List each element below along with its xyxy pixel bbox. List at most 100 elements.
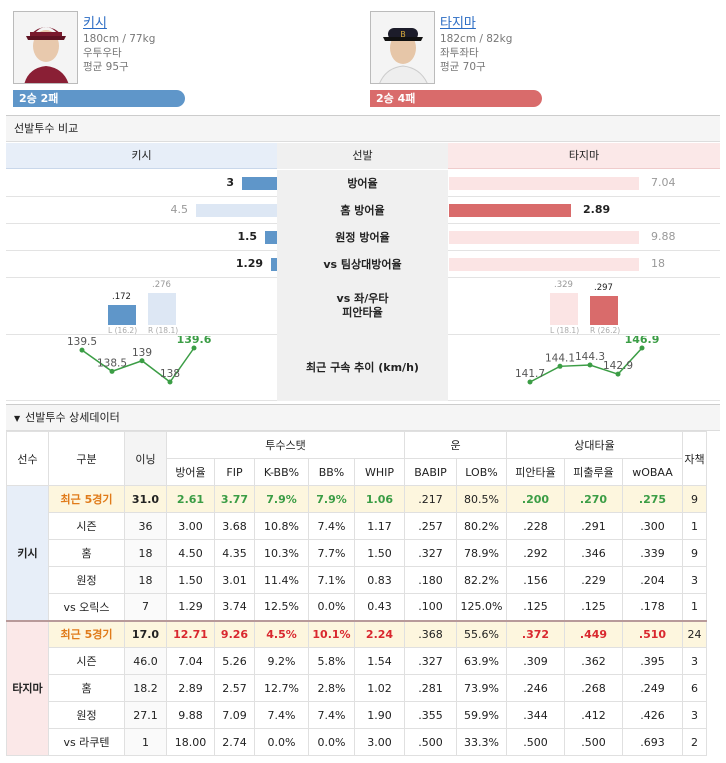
compare-value-left: 1.29 [235, 257, 263, 270]
col-split: 구분 [48, 431, 125, 486]
player-name-right[interactable]: 타지마 [440, 16, 476, 31]
stat-cell: 59.9% [456, 701, 507, 729]
stat-cell: .246 [506, 674, 565, 702]
compare-bar-right [449, 204, 571, 217]
velocity-value: 139.5 [67, 336, 97, 348]
stat-cell: .291 [564, 512, 623, 540]
compare-bar-right [449, 258, 639, 271]
stat-cell: 78.9% [456, 539, 507, 567]
col-lob: LOB% [456, 458, 507, 486]
stat-cell: .257 [404, 512, 457, 540]
velocity-value: 144.3 [575, 351, 605, 363]
stat-cell: 55.6% [456, 619, 507, 648]
velocity-value: 139 [132, 347, 152, 359]
stat-cell: 1.29 [166, 593, 215, 621]
stat-cell: 1.54 [354, 647, 405, 675]
stat-cell: .281 [404, 674, 457, 702]
compare-row-label: 홈 방어율 [277, 197, 448, 224]
col-avg: 피안타율 [506, 458, 565, 486]
stat-cell: 63.9% [456, 647, 507, 675]
stat-cell: 9.2% [254, 647, 309, 675]
stat-cell: 2.24 [354, 619, 405, 648]
velocity-value: 141.7 [515, 368, 545, 380]
col-fip: FIP [214, 458, 255, 486]
record-bar-left: 2승 2패 [13, 90, 185, 107]
table-row: 홈 18 4.50 4.35 10.3% 7.7% 1.50.327 78.9% .292.34… [7, 539, 707, 567]
velocity-value: 139.6 [177, 336, 212, 346]
stat-cell: 7.09 [214, 701, 255, 729]
compare-value-left: 3 [226, 176, 234, 189]
stat-cell: .178 [622, 593, 683, 621]
table-row: 원정 18 1.50 3.01 11.4% 7.1% 0.83.180 82.2% .156.2… [7, 566, 707, 594]
split-sub-right-R: R (26.2) [590, 326, 621, 335]
split-bar-right-L [550, 293, 578, 325]
compare-value-right: 9.88 [651, 230, 676, 243]
stat-cell: 2.74 [214, 728, 255, 756]
stat-cell: 2.61 [166, 485, 215, 513]
compare-value-left: 1.5 [237, 230, 258, 243]
stat-cell: .275 [622, 485, 683, 513]
stat-cell: .228 [506, 512, 565, 540]
stat-cell: 3.68 [214, 512, 255, 540]
stat-cell: .180 [404, 566, 457, 594]
player-photo-left[interactable] [13, 11, 78, 84]
stat-cell: .309 [506, 647, 565, 675]
stat-cell: 10.1% [308, 619, 355, 648]
compare-bar-right [449, 177, 639, 190]
stat-cell: 7.4% [254, 701, 309, 729]
col-woba: wOBAA [622, 458, 683, 486]
group-luck: 운 [404, 431, 507, 459]
velocity-value: 138 [160, 368, 180, 380]
compare-value-right: 2.89 [583, 203, 611, 216]
stat-cell: 17.0 [124, 619, 167, 648]
stat-cell: 31.0 [124, 485, 167, 513]
stat-cell: 7.9% [254, 485, 309, 513]
stat-cell: .125 [564, 593, 623, 621]
compare-bar-right [449, 231, 639, 244]
split-cell: 시즌 [48, 512, 125, 540]
stat-cell: .300 [622, 512, 683, 540]
split-value-right-L: .329 [554, 280, 573, 290]
stat-cell: 73.9% [456, 674, 507, 702]
stat-cell: 3.01 [214, 566, 255, 594]
col-bb: BB% [308, 458, 355, 486]
group-pitch: 투수스탯 [166, 431, 405, 459]
split-cell: 홈 [48, 674, 125, 702]
stat-cell: 33.3% [456, 728, 507, 756]
collapse-triangle-icon[interactable]: ▼ [14, 414, 21, 423]
detail-section-header[interactable]: ▼ 선발투수 상세데이터 [6, 404, 720, 431]
stat-cell: 5.26 [214, 647, 255, 675]
svg-text:B: B [400, 30, 406, 39]
stat-cell: 1.50 [354, 539, 405, 567]
velocity-point [639, 345, 645, 351]
stat-cell: 12.5% [254, 593, 309, 621]
split-cell: 시즌 [48, 647, 125, 675]
player-name-left[interactable]: 키시 [83, 16, 107, 31]
stat-cell: .412 [564, 701, 623, 729]
stat-cell: 1 [124, 728, 167, 756]
detail-title: 선발투수 상세데이터 [25, 411, 120, 424]
stat-cell: 7 [124, 593, 167, 621]
velocity-point [109, 368, 115, 374]
stat-cell: 3.77 [214, 485, 255, 513]
stat-cell: .362 [564, 647, 623, 675]
stat-cell: .395 [622, 647, 683, 675]
compare-header-right: 타지마 [448, 143, 720, 169]
velocity-label: 최근 구속 추이 (km/h) [277, 335, 448, 401]
velocity-point [191, 345, 197, 351]
table-row: 시즌 46.0 7.04 5.26 9.2% 5.8% 1.54.327 63.9% .309.… [7, 647, 707, 675]
split-cell: 최근 5경기 [48, 619, 125, 648]
stat-cell: 9 [682, 539, 707, 567]
velocity-point [527, 379, 533, 385]
split-bar-left-R [148, 293, 176, 325]
stat-cell: .200 [506, 485, 565, 513]
stat-cell: .327 [404, 539, 457, 567]
stat-cell: 12.7% [254, 674, 309, 702]
stat-cell: 36 [124, 512, 167, 540]
stat-cell: .204 [622, 566, 683, 594]
table-row: 키시 최근 5경기 31.0 2.61 3.77 7.9% 7.9% 1.06.217 80.5… [6, 485, 707, 621]
split-cell: 원정 [48, 566, 125, 594]
stat-cell: 1.50 [166, 566, 215, 594]
player-photo-right[interactable]: B [370, 11, 435, 84]
stat-cell: 80.2% [456, 512, 507, 540]
